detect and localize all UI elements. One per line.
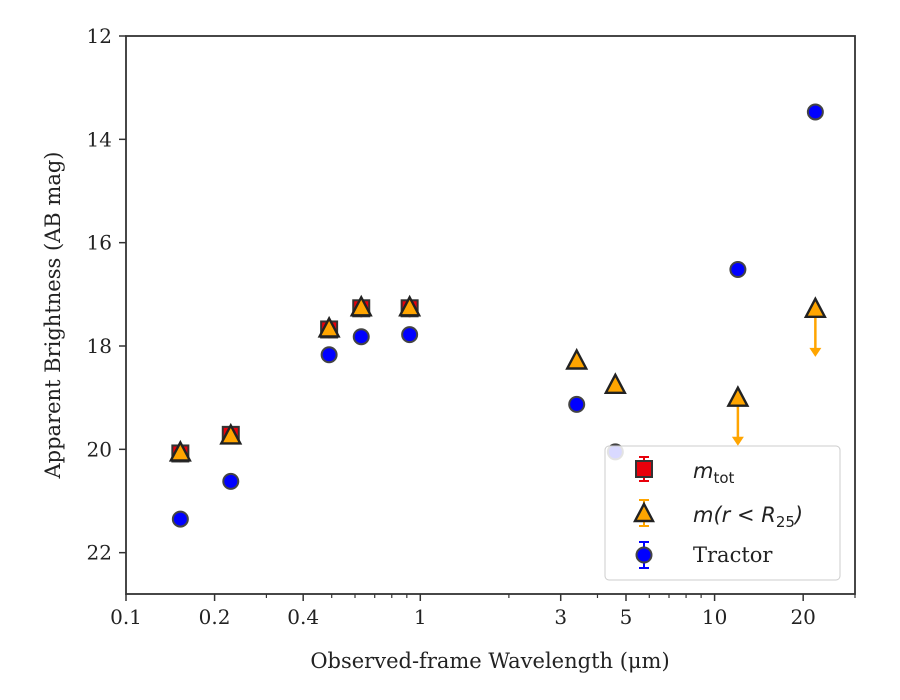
- legend-label-m-r25: m(r < R25): [693, 503, 803, 531]
- y-tick-label: 22: [87, 541, 112, 565]
- legend-entry-tractor: Tractor: [635, 541, 773, 569]
- tractor-point: [222, 472, 240, 490]
- x-tick-label: 20: [790, 605, 815, 629]
- legend-entry-m-tot: mtot: [635, 456, 735, 487]
- m-r25-point: [349, 294, 373, 317]
- legend-frame: [604, 445, 841, 581]
- tick-labels: 0.1 0.2 0.4 1 3 5 10 20 12 14 16 18 20 22: [87, 24, 816, 629]
- y-tick-label: 18: [87, 334, 112, 358]
- y-tick-label: 12: [87, 24, 112, 48]
- tractor-point: [401, 326, 419, 344]
- m-r25-point: [398, 294, 422, 317]
- x-axis-label: Observed-frame Wavelength (μm): [310, 649, 669, 673]
- y-tick-label: 16: [87, 231, 112, 255]
- m-r25-point: [219, 422, 243, 445]
- legend-label-tractor: Tractor: [693, 543, 773, 567]
- tractor-point: [171, 510, 189, 528]
- upper-limit-arrowhead: [809, 347, 822, 357]
- m-r25-point: [317, 315, 341, 338]
- x-tick-label: 5: [620, 605, 633, 629]
- tractor-point: [729, 261, 747, 279]
- x-tick-label: 10: [702, 605, 727, 629]
- tractor-point: [806, 103, 824, 121]
- legend-entry-m-r25: m(r < R25): [633, 499, 803, 531]
- m-r25-point: [168, 439, 192, 462]
- x-tick-label: 3: [554, 605, 567, 629]
- m-r25-point: [565, 347, 589, 370]
- m-r25-point: [603, 372, 627, 394]
- tractor-point: [352, 328, 370, 346]
- y-axis-label: Apparent Brightness (AB mag): [41, 152, 65, 480]
- y-tick-label: 20: [87, 437, 112, 461]
- plot-frame: [125, 35, 856, 595]
- y-tick-label: 14: [87, 127, 112, 151]
- x-tick-label: 0.4: [287, 605, 319, 629]
- x-tick-label: 0.2: [199, 605, 231, 629]
- legend-circle-marker: [635, 546, 653, 564]
- tractor-point: [568, 395, 586, 413]
- m-r25-point: [803, 296, 827, 319]
- legend-square-marker: [635, 460, 653, 478]
- m-r25-point: [726, 385, 750, 407]
- x-tick-label: 0.1: [110, 605, 142, 629]
- x-tick-label: 1: [414, 605, 427, 629]
- legend-label-m-tot: mtot: [693, 459, 735, 487]
- legend: mtot m(r < R25) Tractor: [604, 445, 841, 581]
- upper-limit-arrowhead: [731, 436, 744, 446]
- legend-triangle-marker: [633, 501, 655, 523]
- tractor-point: [320, 346, 338, 364]
